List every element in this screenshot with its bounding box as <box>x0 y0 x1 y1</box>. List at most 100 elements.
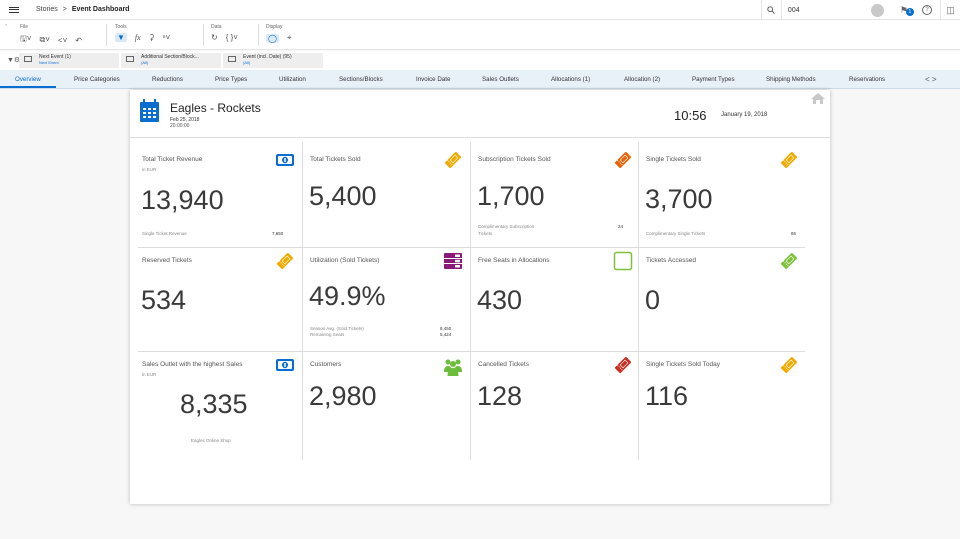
filter-chip-value: Next Event <box>39 60 59 65</box>
event-date: Feb 25, 2018 <box>170 117 200 123</box>
tab-sales-outlets[interactable]: Sales Outlets <box>482 76 519 83</box>
save-icon[interactable]: 🖫˅ <box>20 34 32 43</box>
comment-icon[interactable]: ◯ <box>266 33 279 43</box>
kpi-title: Cancelled Tickets <box>478 361 529 368</box>
breadcrumb: Stories > Event Dashboard <box>36 6 129 13</box>
avatar[interactable] <box>870 3 884 17</box>
help-icon[interactable]: ? <box>922 5 932 15</box>
ticket-icon <box>614 356 632 374</box>
undo-icon[interactable]: ↶ <box>75 35 82 45</box>
kpi-title: Total Ticket Revenue <box>142 156 203 163</box>
calendar-icon <box>140 99 159 122</box>
filter-chip-icon <box>228 56 236 62</box>
search-icon[interactable] <box>760 0 781 20</box>
tab-price-categories[interactable]: Price Categories <box>74 76 120 83</box>
filter-settings-icon[interactable]: ▼⚙ <box>7 57 21 64</box>
kpi-value: 3,700 <box>645 184 713 214</box>
active-tab-indicator <box>0 86 56 88</box>
filter-chip-icon <box>24 56 32 62</box>
current-date: January 19, 2018 <box>721 112 768 118</box>
kpi-footer-value: 86 <box>791 231 797 236</box>
kpi-title: Total Tickets Sold <box>310 156 361 163</box>
tab-price-types[interactable]: Price Types <box>215 76 248 83</box>
tab-bar: Overview Price Categories Reductions Pri… <box>0 70 960 89</box>
kpi-value: 2,980 <box>309 381 377 411</box>
notifications-icon[interactable]: ⚑ 1 <box>900 5 914 16</box>
ticket-icon <box>614 151 632 169</box>
kpi-subscription-tickets-sold: Subscription Tickets Sold 1,700 Complime… <box>470 142 635 246</box>
kpi-title: Utilization (Sold Tickets) <box>310 257 380 264</box>
kpi-value: 128 <box>477 381 523 411</box>
tab-reductions[interactable]: Reductions <box>152 76 183 83</box>
tab-overview[interactable]: Overview <box>15 76 41 83</box>
kpi-title: Tickets Accessed <box>646 257 696 264</box>
event-dashboard: Eagles - Rockets Feb 25, 2018 20:00:00 1… <box>130 90 830 504</box>
collapse-icon[interactable]: ⌃ <box>4 24 9 30</box>
scaling-icon[interactable]: ⁿ˅ <box>162 33 171 42</box>
tab-sections-blocks[interactable]: Sections/Blocks <box>339 76 383 83</box>
menu-icon[interactable] <box>9 6 19 13</box>
chat-icon[interactable]: ◫ <box>940 0 960 20</box>
kpi-unit: in EUR <box>142 167 157 172</box>
filter-chip-label: Next Event (1) <box>39 54 71 60</box>
tab-reservations[interactable]: Reservations <box>849 76 886 83</box>
tab-invoice-date[interactable]: Invoice Date <box>416 76 451 83</box>
money-icon <box>276 154 294 166</box>
tab-utilization[interactable]: Utilization <box>279 76 306 83</box>
toolbar: ⌃ File 🖫˅ ⧉˅ <˅ ↶ Tools ▼ fx ⚳ ⁿ˅ Data ↻… <box>0 20 960 50</box>
kpi-title: Single Tickets Sold <box>646 156 701 163</box>
ticket-icon <box>780 151 798 169</box>
kpi-total-tickets-sold: Total Tickets Sold 5,400 <box>302 142 467 246</box>
customers-icon <box>444 359 462 376</box>
filter-chip-value: (All) <box>141 60 149 65</box>
kpi-title: Subscription Tickets Sold <box>478 156 551 163</box>
tools-group: Tools ▼ fx ⚳ ⁿ˅ <box>115 24 170 42</box>
search-input[interactable]: 004 <box>780 0 839 20</box>
data-label: Data <box>211 24 222 30</box>
tools-label: Tools <box>115 24 127 30</box>
kpi-value: 1,700 <box>477 181 545 211</box>
kpi-free-seats-allocations: Free Seats in Allocations 430 <box>470 247 635 351</box>
shell-bar: Stories > Event Dashboard 004 ⚑ 1 ? ◫ <box>0 0 960 20</box>
formula-icon[interactable]: fx <box>134 33 141 42</box>
current-time: 10:56 <box>674 108 707 123</box>
fullscreen-icon[interactable]: ⌖ <box>286 33 292 42</box>
copy-icon[interactable]: ⧉˅ <box>39 35 50 44</box>
kpi-top-sales-outlet: Sales Outlet with the highest Sales in E… <box>130 351 295 455</box>
seats-icon <box>444 253 462 269</box>
filter-icon[interactable]: ▼ <box>115 33 127 42</box>
kpi-value: 49.9% <box>309 281 386 311</box>
kpi-single-tickets-today: Single Tickets Sold Today 116 <box>638 351 803 455</box>
kpi-tickets-accessed: Tickets Accessed 0 <box>638 247 803 351</box>
filter-chip-section-block[interactable]: Additional Section/Block... (All) <box>121 53 221 68</box>
breadcrumb-root[interactable]: Stories <box>36 6 58 13</box>
filter-chip-event[interactable]: Event (incl. Date) (95) (All) <box>223 53 323 68</box>
kpi-footer-label-1: Season Avg. (Sold Tickets) <box>310 326 364 331</box>
tab-payment-types[interactable]: Payment Types <box>692 76 735 83</box>
share-icon[interactable]: <˅ <box>57 35 68 45</box>
file-label: File <box>20 24 29 30</box>
variables-icon[interactable]: { }˅ <box>225 33 238 42</box>
kpi-value: 13,940 <box>141 185 224 215</box>
tab-allocation-2[interactable]: Allocation (2) <box>624 76 661 83</box>
tab-allocations-1[interactable]: Allocations (1) <box>551 76 591 83</box>
kpi-value: 0 <box>645 285 661 315</box>
kpi-footer-value: 7,650 <box>272 231 284 236</box>
conditional-format-icon[interactable]: ⚳ <box>148 33 155 42</box>
file-group: File 🖫˅ ⧉˅ <˅ ↶ <box>20 24 82 47</box>
kpi-value: 116 <box>645 381 689 411</box>
filter-chip-icon <box>126 56 134 62</box>
home-icon[interactable] <box>811 93 825 104</box>
kpi-title: Free Seats in Allocations <box>478 257 550 264</box>
kpi-customers: Customers 2,980 <box>302 351 467 455</box>
filter-chip-next-event[interactable]: Next Event (1) Next Event <box>19 53 119 68</box>
ticket-icon <box>276 252 294 270</box>
kpi-cancelled-tickets: Cancelled Tickets 128 <box>470 351 635 455</box>
kpi-caption: Eagles Online Shop <box>191 438 231 443</box>
tab-shipping-methods[interactable]: Shipping Methods <box>766 76 816 83</box>
refresh-icon[interactable]: ↻ <box>211 33 218 42</box>
display-label: Display <box>266 24 283 30</box>
kpi-single-tickets-sold: Single Tickets Sold 3,700 Complimentary … <box>638 142 803 246</box>
kpi-total-ticket-revenue: Total Ticket Revenue in EUR 13,940 Singl… <box>130 142 295 246</box>
tab-scroll-arrows[interactable]: < > <box>925 75 937 84</box>
